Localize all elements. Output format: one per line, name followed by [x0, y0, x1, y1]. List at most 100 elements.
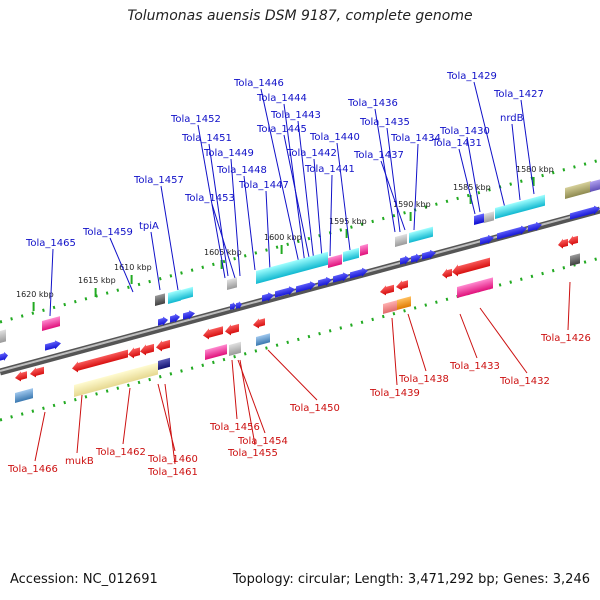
connector-line — [374, 108, 396, 233]
gene-label-top: Tola_1441 — [304, 164, 355, 175]
forward-gene — [236, 301, 242, 310]
kbp-label: 1600 kbp — [264, 233, 302, 242]
gene-box — [397, 296, 411, 310]
connector-line — [230, 158, 241, 277]
connector-line — [283, 134, 311, 263]
gene-label-bottom: Tola_1462 — [95, 447, 146, 458]
reverse-gene — [442, 268, 452, 279]
reverse-gene — [452, 257, 490, 277]
gene-label-top: Tola_1465 — [25, 238, 76, 249]
connector-line — [34, 411, 46, 462]
gene-label-top: Tola_1447 — [238, 180, 289, 191]
gene-label-top: Tola_1459 — [82, 227, 133, 238]
connector-line — [260, 88, 301, 269]
forward-gene — [170, 313, 180, 323]
gene-box — [181, 286, 193, 300]
connector-line — [239, 359, 256, 446]
reverse-gene — [225, 323, 239, 336]
gene-box — [227, 277, 237, 290]
forward-gene — [0, 351, 8, 361]
connector-line — [473, 81, 506, 209]
genome-meta-text: Topology: circular; Length: 3,471,292 bp… — [232, 572, 590, 587]
kbp-label: 1620 kbp — [16, 290, 54, 299]
connector-line — [407, 313, 427, 372]
gene-label-top: Tola_1452 — [170, 114, 221, 125]
forward-gene — [497, 225, 527, 240]
gene-box — [570, 253, 580, 266]
gene-box — [590, 179, 600, 192]
kbp-label: 1585 kbp — [453, 183, 491, 192]
kbp-label: 1615 kbp — [78, 276, 116, 285]
connector-line — [336, 142, 351, 251]
reverse-gene — [15, 371, 27, 382]
gene-label-bottom: Tola_1432 — [499, 376, 550, 387]
gene-label-bottom: Tola_1454 — [237, 436, 288, 447]
gene-box — [525, 194, 545, 211]
kbp-label: 1610 kbp — [114, 263, 152, 272]
gene-label-top: Tola_1453 — [184, 193, 235, 204]
reverse-gene — [156, 339, 170, 352]
gene-box — [15, 388, 33, 403]
forward-gene — [318, 276, 332, 287]
reverse-gene — [140, 343, 154, 356]
forward-gene — [45, 340, 61, 351]
connector-line — [231, 359, 238, 420]
gene-label-bottom: Tola_1450 — [289, 403, 340, 414]
gene-label-top: tpiA — [139, 221, 159, 232]
forward-gene — [262, 292, 274, 302]
connector-line — [211, 203, 236, 279]
gene-label-top: Tola_1435 — [359, 117, 410, 128]
gene-label-top: Tola_1451 — [181, 133, 232, 144]
reverse-gene — [558, 238, 568, 249]
gene-label-top: Tola_1431 — [431, 138, 482, 149]
gene-box — [343, 247, 359, 262]
reverse-gene — [203, 326, 223, 340]
connector-line — [160, 185, 179, 291]
gene-box — [484, 211, 494, 223]
forward-gene — [333, 272, 349, 283]
gene-label-bottom: Tola_1460 — [147, 454, 198, 465]
gene-label-top: Tola_1427 — [493, 89, 544, 100]
gene-label-top: Tola_1437 — [353, 150, 404, 161]
gene-label-top: Tola_1449 — [203, 148, 254, 159]
connector-line — [265, 190, 271, 271]
forward-gene — [422, 249, 436, 260]
gene-label-top: Tola_1444 — [256, 93, 307, 104]
gene-box — [474, 213, 484, 225]
forward-gene — [275, 286, 295, 298]
forward-gene — [411, 253, 421, 263]
gene-label-bottom: Tola_1455 — [227, 448, 278, 459]
reverse-gene — [72, 349, 128, 373]
kbp-scale: 1620 kbp 1615 kbp 1610 kbp 1605 kbp 1600 kbp… — [16, 165, 554, 311]
kbp-label: 1590 kbp — [393, 200, 431, 209]
connector-line — [520, 99, 535, 195]
gene-box — [457, 277, 493, 298]
gene-label-bottom: Tola_1433 — [449, 361, 500, 372]
reverse-gene — [253, 318, 265, 329]
figure-title: Tolumonas auensis DSM 9187, complete gen… — [127, 8, 473, 24]
label-connectors — [34, 81, 571, 465]
gene-box — [565, 181, 591, 199]
gene-features — [0, 179, 600, 403]
connector-line — [197, 124, 226, 279]
gene-box — [395, 233, 407, 247]
forward-gene — [570, 205, 600, 220]
gene-label-bottom: Tola_1439 — [369, 388, 420, 399]
kbp-label: 1605 kbp — [204, 248, 242, 257]
gene-label-top: Tola_1434 — [390, 133, 441, 144]
gene-label-top: Tola_1430 — [439, 126, 490, 137]
gene-label-top: Tola_1443 — [270, 110, 321, 121]
gene-labels: Tola_1465 Tola_1459 tpiA Tola_1457Tola_1453… — [7, 71, 591, 478]
gene-box — [229, 341, 241, 356]
gene-label-bottom: mukB — [65, 456, 94, 467]
gene-label-top: Tola_1440 — [309, 132, 360, 143]
gene-label-bottom: Tola_1461 — [147, 467, 198, 478]
connector-line — [567, 281, 571, 331]
connector-line — [329, 174, 333, 257]
connector-line — [297, 120, 315, 263]
gene-label-top: Tola_1436 — [347, 98, 398, 109]
connector-line — [466, 136, 481, 213]
gene-box — [155, 293, 165, 306]
connector-line — [267, 349, 318, 401]
